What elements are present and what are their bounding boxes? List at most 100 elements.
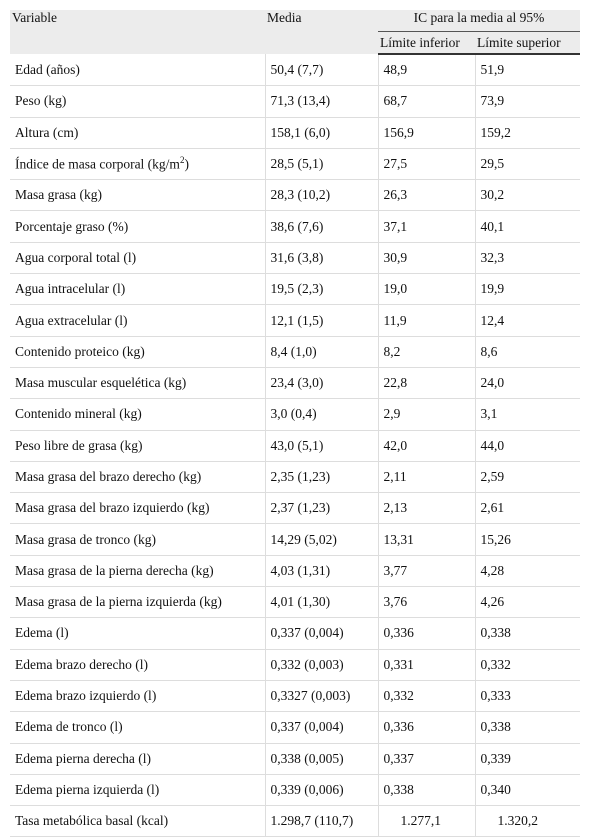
table-cell: 3,0 (0,4): [264, 398, 379, 431]
table-cell: 0,332 (0,003): [264, 648, 379, 681]
table-cell: 0,339 (0,006): [264, 773, 379, 807]
table-row: Edema pierna izquierda (l) 0,339 (0,006) 0…: [10, 773, 581, 807]
table-cell: 156,9: [377, 116, 476, 149]
table-cell: 2,13: [377, 492, 476, 525]
table-cell: 30,9: [377, 241, 476, 275]
table-cell: 14,29 (5,02): [264, 523, 379, 556]
table-cell: Edema pierna derecha (l): [10, 742, 266, 775]
table-cell: Peso libre de grasa (kg): [10, 429, 266, 462]
table-row: Altura (cm) 158,1 (6,0) 156,9 159,2: [10, 116, 581, 149]
table-cell: Edema (l): [10, 617, 266, 650]
table-cell: 43,0 (5,1): [264, 429, 379, 462]
table-row: Edema de tronco (l) 0,337 (0,004) 0,336 0,3…: [10, 711, 581, 744]
table-row: Masa grasa de la pierna izquierda (kg) 4,…: [10, 586, 581, 619]
table-cell: 0,337 (0,004): [264, 617, 379, 650]
table-cell: Masa muscular esquelética (kg): [10, 366, 266, 400]
table-cell: 3,1: [474, 398, 581, 431]
table-row: Edad (años) 50,4 (7,7) 48,9 51,9: [10, 54, 581, 87]
table-cell: 2,11: [377, 460, 476, 494]
table-cell: Tasa metabólica basal (kcal): [10, 805, 266, 837]
table-row: Masa grasa del brazo derecho (kg) 2,35 (1…: [10, 460, 581, 494]
table-cell: 68,7: [377, 85, 476, 118]
table-cell: Edema pierna izquierda (l): [10, 773, 266, 807]
table-cell: 3,76: [377, 586, 476, 619]
table-row: Agua extracelular (l) 12,1 (1,5) 11,9 12,4: [10, 304, 581, 337]
table-cell: 24,0: [474, 366, 581, 400]
table-cell: 8,6: [474, 335, 581, 368]
cell-text: Índice de masa corporal (kg/m: [15, 156, 180, 172]
table-cell: 28,3 (10,2): [264, 179, 379, 212]
table-cell: 30,2: [474, 179, 581, 212]
table-cell: 73,9: [474, 85, 581, 118]
table-cell: 12,4: [474, 304, 581, 337]
table-cell: Agua corporal total (l): [10, 241, 266, 275]
table-cell: 27,5: [377, 147, 476, 181]
table-cell: Edema brazo derecho (l): [10, 648, 266, 681]
header-cell: IC para la media al 95%: [378, 10, 581, 32]
table-cell: 48,9: [377, 54, 476, 87]
table-row: Peso libre de grasa (kg) 43,0 (5,1) 42,0 44…: [10, 429, 581, 462]
table-cell: 40,1: [474, 210, 581, 243]
table-cell: 19,0: [377, 273, 476, 306]
superscript: 2: [179, 155, 185, 166]
table-cell: 31,6 (3,8): [264, 241, 379, 275]
table-cell: 0,338: [474, 617, 581, 650]
table-cell: 159,2: [474, 116, 581, 149]
table-row: Edema pierna derecha (l) 0,338 (0,005) 0,3…: [10, 742, 581, 775]
table-cell: 1.277,1: [377, 805, 476, 837]
data-table: Variable Media IC para la media al 95% L…: [10, 10, 581, 837]
header-cell: Límite inferior: [378, 31, 475, 55]
table-cell: 32,3: [474, 241, 581, 275]
table-cell: 11,9: [377, 304, 476, 337]
table-cell: Índice de masa corporal (kg/m2): [10, 147, 266, 181]
table-cell: 2,35 (1,23): [264, 460, 379, 494]
table-cell: Contenido mineral (kg): [10, 398, 266, 431]
table-cell: 71,3 (13,4): [264, 85, 379, 118]
table-cell: 38,6 (7,6): [264, 210, 379, 243]
table-cell: Edema brazo izquierdo (l): [10, 679, 266, 713]
table-cell: Peso (kg): [10, 85, 266, 118]
table-cell: Agua intracelular (l): [10, 273, 266, 306]
table-row: Masa muscular esquelética (kg) 23,4 (3,0)…: [10, 366, 581, 400]
table-row: Masa grasa (kg) 28,3 (10,2) 26,3 30,2: [10, 179, 581, 212]
table-row: Porcentaje graso (%) 38,6 (7,6) 37,1 40,1: [10, 210, 581, 243]
table-row: Índice de masa corporal (kg/m2) 28,5 (5,1…: [10, 147, 581, 181]
table-cell: 0,339: [474, 742, 581, 775]
table-cell: 13,31: [377, 523, 476, 556]
table-row: Tasa metabólica basal (kcal) 1.298,7 (110…: [10, 805, 581, 837]
table-cell: 19,9: [474, 273, 581, 306]
table-cell: Masa grasa de la pierna derecha (kg): [10, 554, 266, 588]
table-cell: 0,331: [377, 648, 476, 681]
table-row: Agua corporal total (l) 31,6 (3,8) 30,9 32,…: [10, 241, 581, 275]
table-cell: 0,336: [377, 617, 476, 650]
table-cell: 2,61: [474, 492, 581, 525]
table-cell: 2,9: [377, 398, 476, 431]
table-cell: 26,3: [377, 179, 476, 212]
header-row: Variable Media IC para la media al 95%: [10, 10, 581, 54]
table-cell: Agua extracelular (l): [10, 304, 266, 337]
table-cell: 19,5 (2,3): [264, 273, 379, 306]
table-cell: 29,5: [474, 147, 581, 181]
table-cell: 3,77: [377, 554, 476, 588]
table-row: Masa grasa del brazo izquierdo (kg) 2,37 …: [10, 492, 581, 525]
table-row: Masa grasa de tronco (kg) 14,29 (5,02) 13,…: [10, 523, 581, 556]
table-cell: 28,5 (5,1): [264, 147, 379, 181]
table-cell: 12,1 (1,5): [264, 304, 379, 337]
table-cell: 15,26: [474, 523, 581, 556]
table-cell: 0,338: [474, 711, 581, 744]
table-row: Agua intracelular (l) 19,5 (2,3) 19,0 19,9: [10, 273, 581, 306]
table-cell: 158,1 (6,0): [264, 116, 379, 149]
table-cell: Masa grasa de tronco (kg): [10, 523, 266, 556]
table-row: Contenido proteico (kg) 8,4 (1,0) 8,2 8,6: [10, 335, 581, 368]
table-cell: 0,3327 (0,003): [264, 679, 379, 713]
table-cell: 8,2: [377, 335, 476, 368]
table-cell: 0,333: [474, 679, 581, 713]
table-row: Masa grasa de la pierna derecha (kg) 4,03…: [10, 554, 581, 588]
table-row: Edema brazo izquierdo (l) 0,3327 (0,003) 0…: [10, 679, 581, 713]
header-cell: Media: [265, 10, 378, 54]
header-cell: Variable: [10, 10, 265, 54]
header-row: Límite inferior Límite superior: [10, 31, 581, 55]
table-cell: 0,340: [474, 773, 581, 807]
table-cell: 23,4 (3,0): [264, 366, 379, 400]
